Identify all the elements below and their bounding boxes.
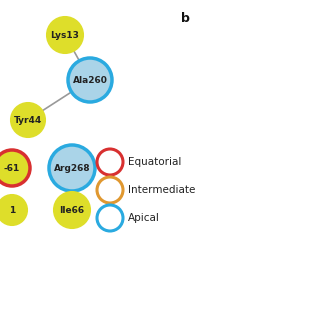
Text: -61: -61	[4, 164, 20, 173]
Ellipse shape	[68, 58, 112, 102]
Ellipse shape	[11, 103, 45, 137]
Text: Ile66: Ile66	[60, 205, 85, 214]
Ellipse shape	[97, 177, 123, 203]
Text: 1: 1	[9, 205, 15, 214]
Ellipse shape	[47, 17, 83, 53]
Text: Apical: Apical	[128, 213, 160, 223]
Ellipse shape	[0, 195, 27, 225]
Text: Intermediate: Intermediate	[128, 185, 195, 195]
Text: b: b	[181, 12, 189, 25]
Ellipse shape	[0, 150, 30, 186]
Text: Arg268: Arg268	[54, 164, 90, 173]
Text: Tyr44: Tyr44	[14, 116, 42, 125]
Text: Lys13: Lys13	[51, 31, 80, 40]
Text: Ala260: Ala260	[72, 75, 108, 84]
Ellipse shape	[97, 205, 123, 231]
Ellipse shape	[97, 149, 123, 175]
Ellipse shape	[54, 192, 90, 228]
Text: Equatorial: Equatorial	[128, 157, 181, 167]
Ellipse shape	[49, 145, 95, 191]
